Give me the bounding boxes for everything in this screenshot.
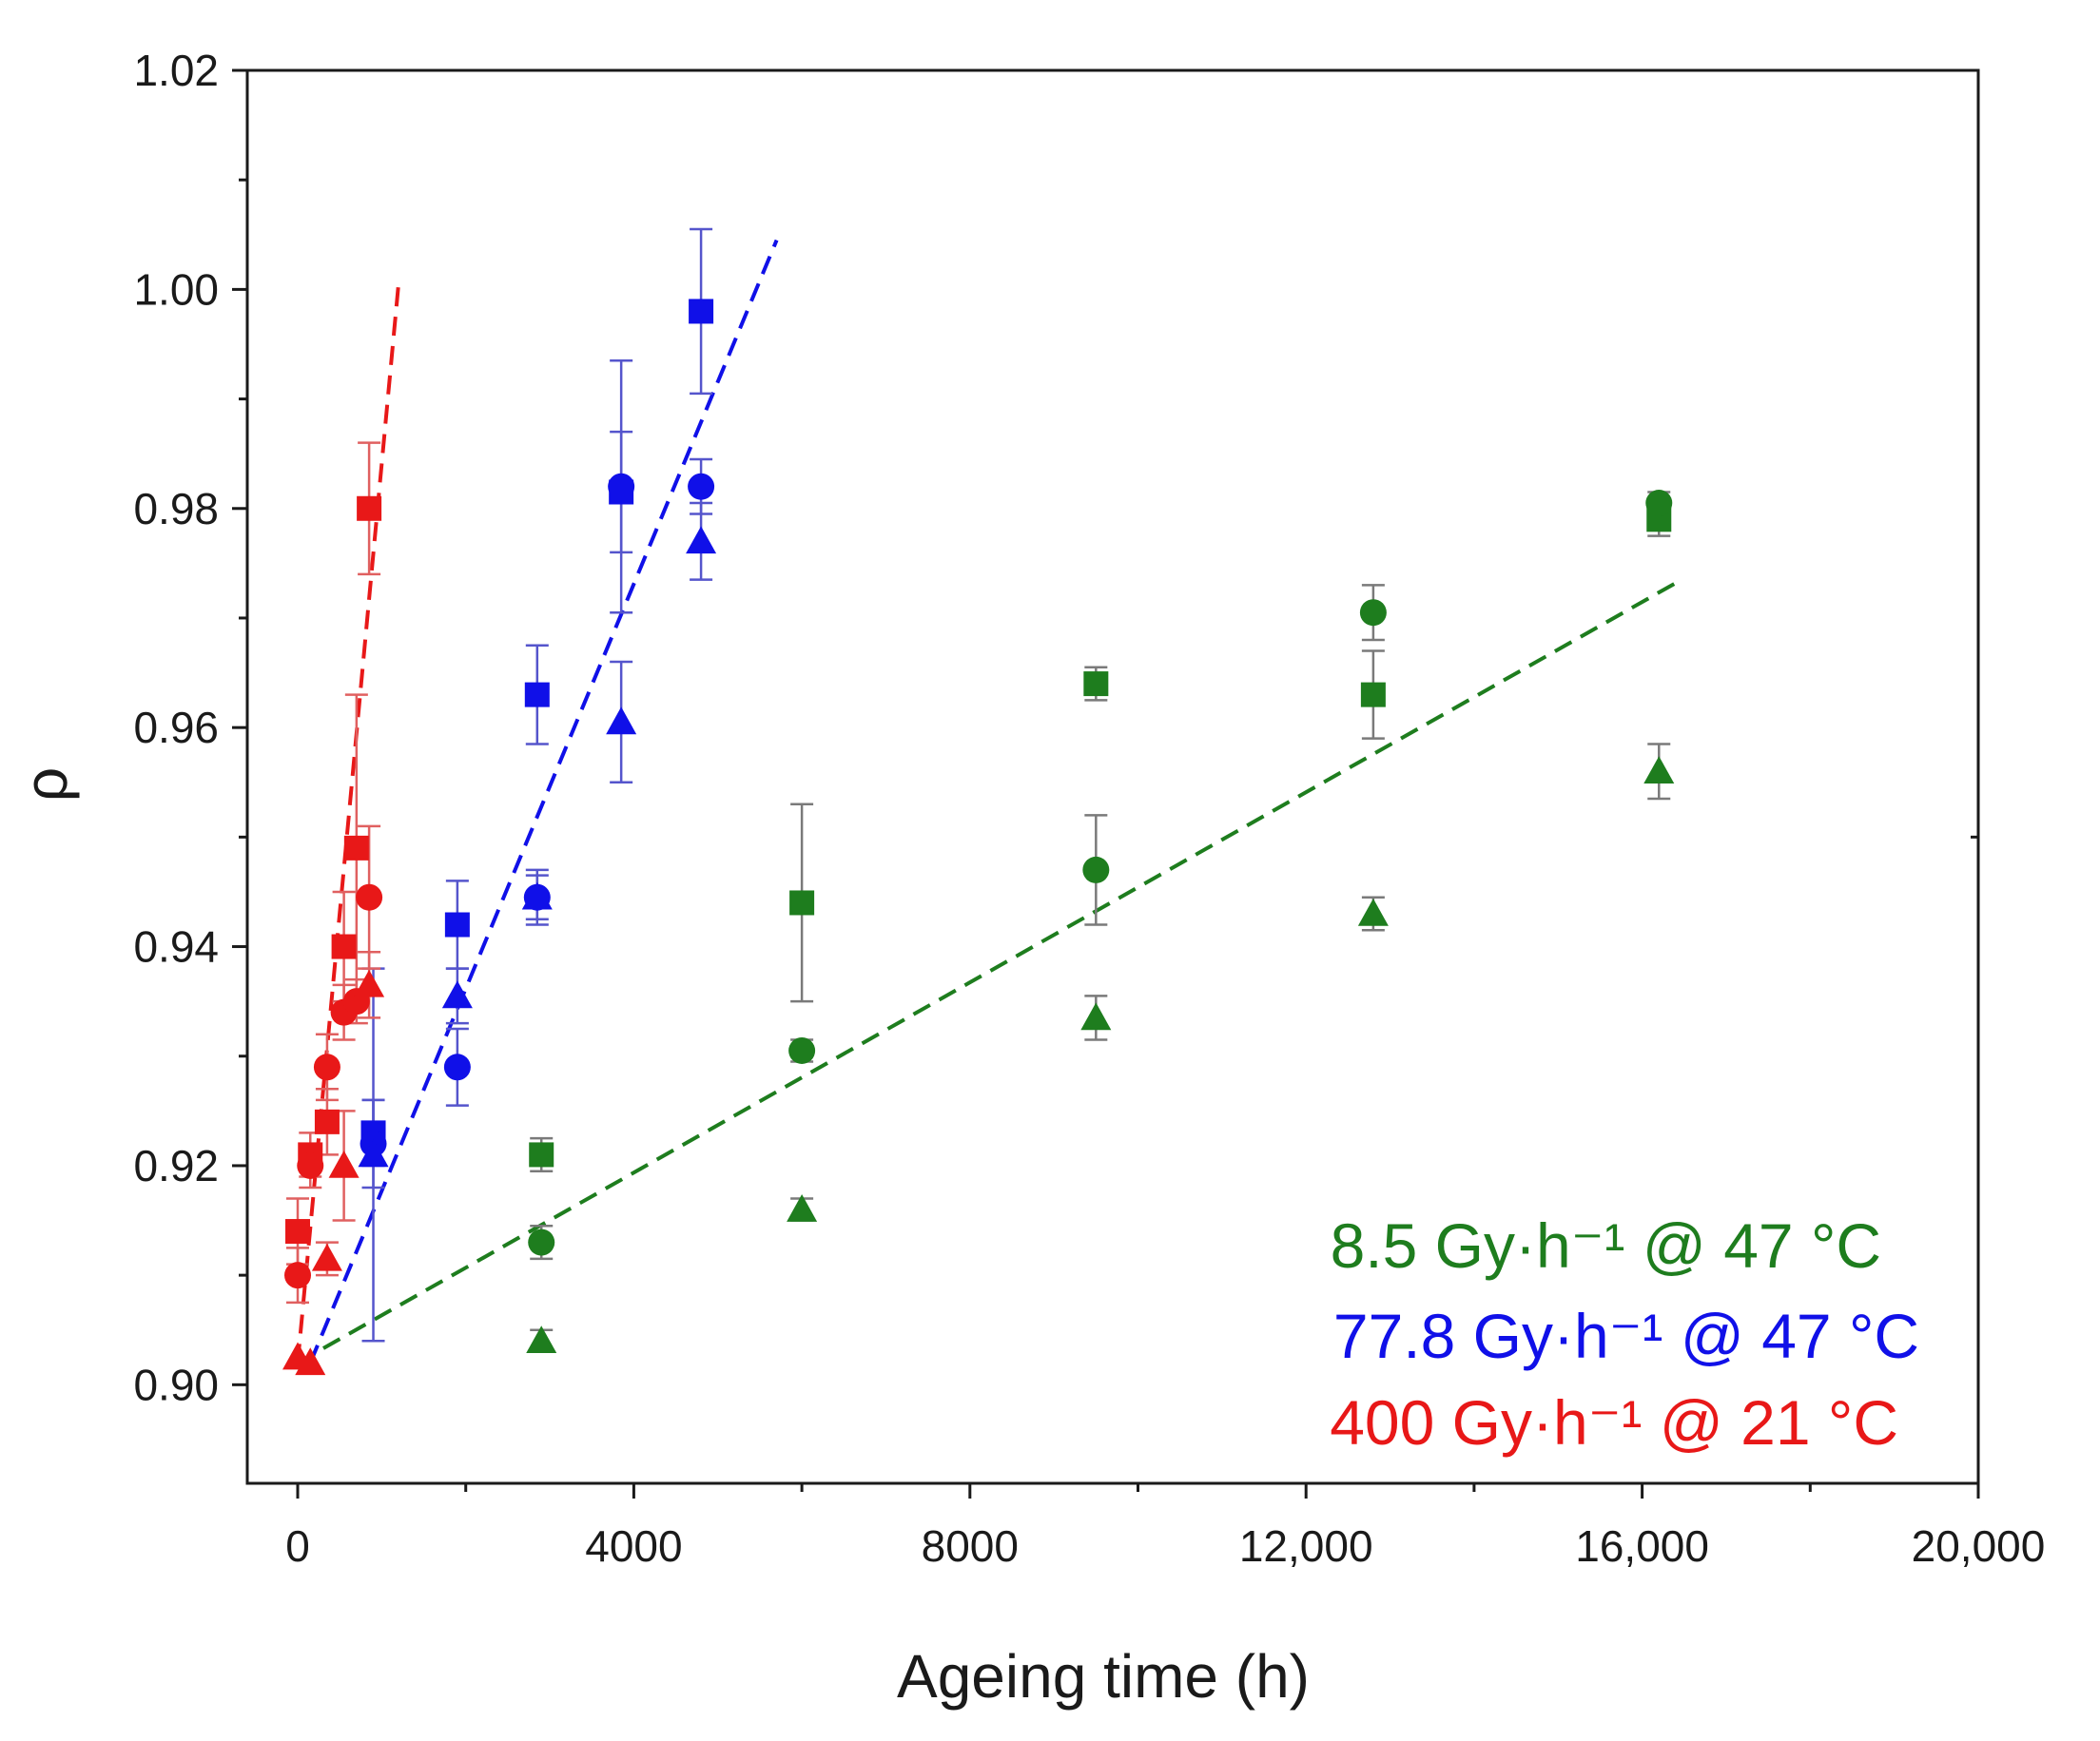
marker-triangle bbox=[441, 980, 473, 1009]
marker-square bbox=[524, 682, 550, 707]
marker-circle bbox=[528, 1228, 555, 1256]
marker-square bbox=[314, 1109, 340, 1134]
legend-entry-8-5-gy: 8.5 Gy·h⁻¹ @ 47 °C bbox=[1331, 1210, 1881, 1281]
y-tick-label: 0.92 bbox=[133, 1141, 219, 1190]
marker-triangle bbox=[328, 1150, 360, 1178]
legend-entry-77-8-gy: 77.8 Gy·h⁻¹ @ 47 °C bbox=[1333, 1301, 1919, 1371]
x-tick-label: 12,000 bbox=[1239, 1521, 1373, 1571]
axis-ticks bbox=[232, 68, 1980, 1499]
marker-circle bbox=[688, 473, 715, 500]
y-tick-label: 0.96 bbox=[133, 703, 219, 752]
marker-circle bbox=[297, 1151, 324, 1179]
marker-square bbox=[343, 835, 369, 861]
y-tick-label: 1.00 bbox=[133, 264, 219, 314]
marker-triangle bbox=[526, 1325, 557, 1354]
marker-circle bbox=[284, 1262, 312, 1289]
marker-circle bbox=[1082, 856, 1110, 883]
marker-square bbox=[1083, 671, 1109, 697]
marker-triangle bbox=[686, 526, 717, 554]
plot-border bbox=[245, 68, 1980, 1485]
x-tick-label: 0 bbox=[285, 1521, 310, 1571]
fit-lines bbox=[296, 239, 1677, 1365]
marker-triangle bbox=[354, 969, 385, 997]
marker-triangle bbox=[358, 1139, 389, 1168]
legend-entry-400-gy: 400 Gy·h⁻¹ @ 21 °C bbox=[1330, 1387, 1898, 1458]
marker-circle bbox=[788, 1036, 816, 1064]
x-axis-title: Ageing time (h) bbox=[897, 1642, 1310, 1711]
marker-circle bbox=[313, 1054, 340, 1081]
marker-triangle bbox=[1357, 898, 1389, 926]
marker-circle bbox=[1645, 490, 1673, 517]
marker-triangle bbox=[606, 706, 637, 735]
legend: 8.5 Gy·h⁻¹ @ 47 °C 77.8 Gy·h⁻¹ @ 47 °C 4… bbox=[1330, 1210, 1919, 1458]
marker-square bbox=[789, 890, 815, 916]
y-axis-title: ρ bbox=[11, 767, 80, 802]
marker-triangle bbox=[521, 881, 553, 910]
marker-square bbox=[331, 934, 357, 959]
axis-tick-labels: 0 4000 8000 12,000 16,000 20,000 0.90 0.92 0.94 0… bbox=[133, 46, 2045, 1571]
x-tick-label: 4000 bbox=[585, 1521, 682, 1571]
marker-triangle bbox=[295, 1347, 326, 1376]
data-markers bbox=[282, 299, 1675, 1376]
marker-triangle bbox=[787, 1194, 818, 1222]
marker-square bbox=[285, 1219, 311, 1245]
marker-circle bbox=[1359, 599, 1387, 627]
marker-square bbox=[357, 495, 382, 521]
marker-square bbox=[1360, 682, 1386, 707]
plot-frame bbox=[245, 68, 1980, 1485]
marker-triangle bbox=[311, 1243, 342, 1271]
marker-triangle bbox=[1080, 1002, 1112, 1031]
x-tick-label: 16,000 bbox=[1575, 1521, 1709, 1571]
y-tick-label: 0.90 bbox=[133, 1360, 219, 1409]
marker-circle bbox=[356, 883, 383, 911]
y-tick-label: 1.02 bbox=[133, 46, 219, 95]
y-tick-label: 0.98 bbox=[133, 484, 219, 533]
marker-square bbox=[689, 299, 714, 324]
marker-circle bbox=[443, 1054, 471, 1081]
x-tick-label: 8000 bbox=[922, 1521, 1019, 1571]
y-tick-label: 0.94 bbox=[133, 922, 219, 972]
fit-line-series-1 bbox=[308, 239, 779, 1364]
marker-circle bbox=[608, 473, 635, 500]
marker-square bbox=[444, 912, 470, 938]
error-bars bbox=[286, 227, 1671, 1354]
marker-triangle bbox=[1643, 756, 1675, 784]
marker-square bbox=[529, 1142, 554, 1168]
fit-line-series-2 bbox=[296, 283, 401, 1364]
x-tick-label: 20,000 bbox=[1912, 1521, 2046, 1571]
